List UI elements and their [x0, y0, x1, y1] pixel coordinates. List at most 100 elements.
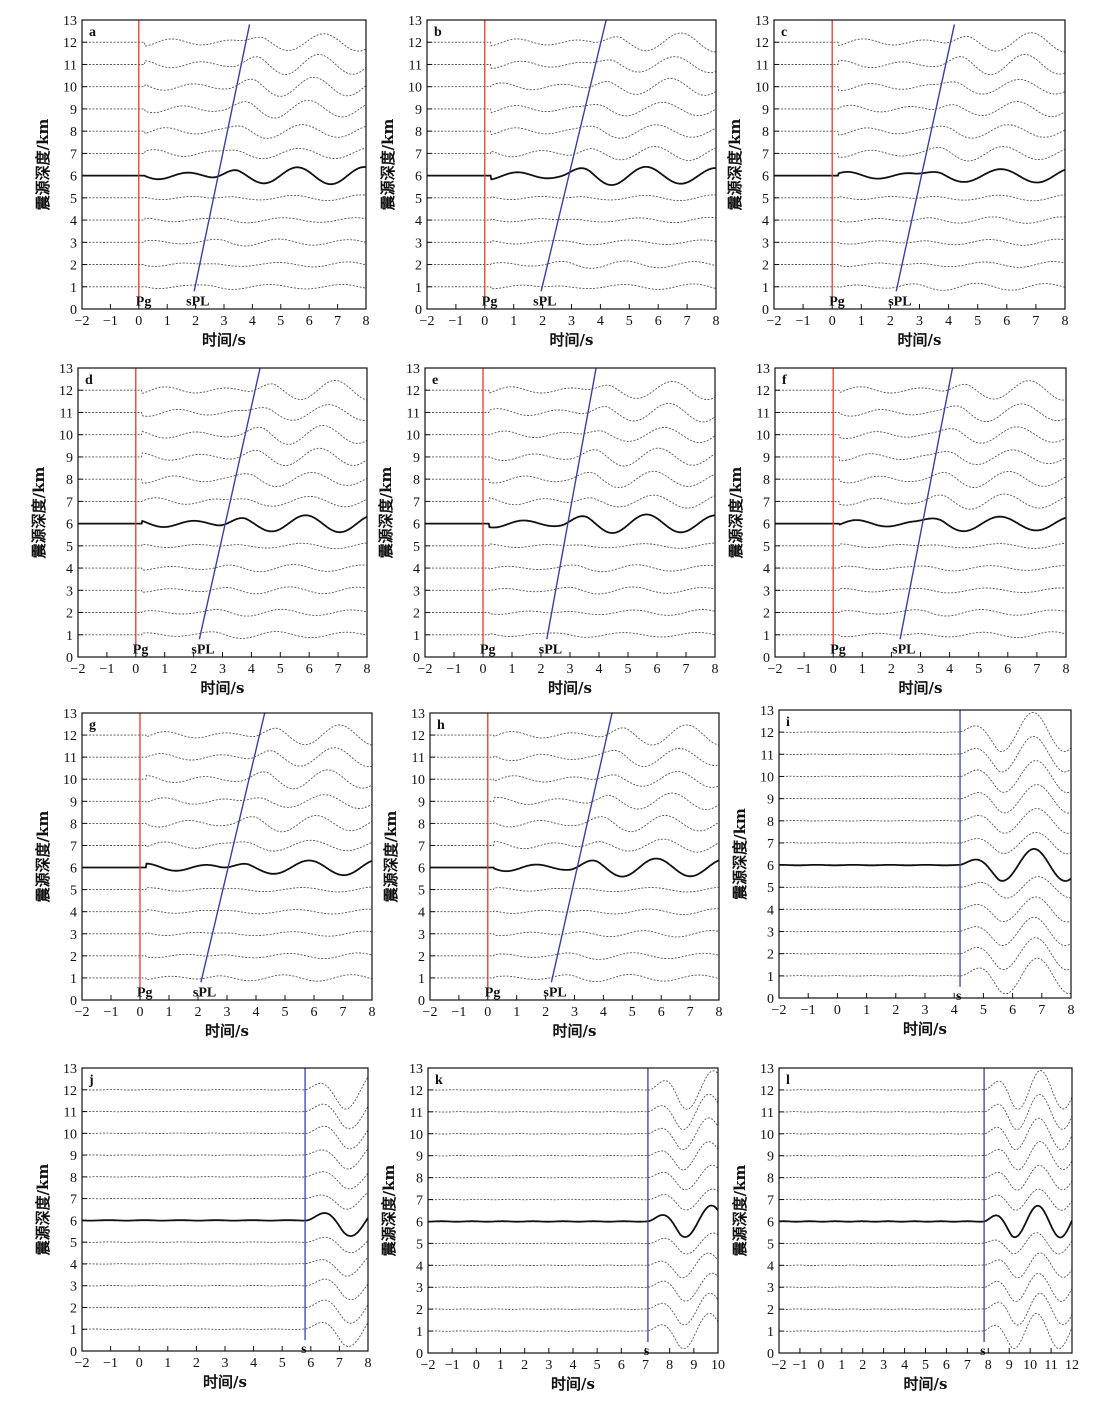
y-tick-label: 4	[416, 1259, 423, 1274]
x-tick-label: 3	[219, 662, 226, 677]
trace	[425, 586, 715, 595]
x-tick-label: 3	[221, 314, 228, 329]
panel-letter: e	[432, 373, 438, 388]
x-tick-label: −1	[447, 662, 462, 677]
trace	[82, 284, 366, 290]
y-tick-label: 4	[413, 562, 420, 577]
y-tick-label: 4	[70, 906, 77, 921]
x-tick-label: 8	[666, 1358, 673, 1373]
trace	[78, 495, 367, 508]
main-trace	[779, 848, 1071, 882]
y-tick-label: 2	[66, 607, 73, 622]
y-tick-label: 6	[762, 170, 769, 185]
trace	[775, 380, 1066, 401]
pg-label: Pg	[137, 986, 153, 1001]
panel-letter: i	[786, 715, 790, 730]
x-tick-label: 6	[1009, 1003, 1016, 1018]
y-tick-label: 8	[762, 125, 769, 140]
y-tick-label: 12	[760, 1084, 774, 1099]
y-tick-label: 4	[66, 562, 73, 577]
trace	[427, 77, 716, 96]
y-tick-label: 5	[418, 884, 425, 899]
y-axis-label: 震源深度/km	[377, 467, 395, 559]
trace	[425, 426, 715, 443]
x-tick-label: −1	[448, 314, 463, 329]
y-tick-label: 10	[411, 773, 425, 788]
x-tick-label: 1	[510, 314, 517, 329]
y-tick-label: 8	[413, 473, 420, 488]
y-tick-label: 7	[763, 495, 770, 510]
trace	[779, 1117, 1072, 1151]
y-tick-label: 6	[763, 518, 770, 533]
trace	[428, 1141, 718, 1171]
x-tick-label: 9	[690, 1358, 697, 1373]
y-tick-label: 3	[416, 1281, 423, 1296]
spl-line	[899, 368, 954, 640]
y-tick-label: 5	[66, 540, 73, 555]
panel-a: Pg sPL−2 −1 0 1 2 3 4 5 6 7 8012345678910111213时间/s…	[34, 14, 370, 349]
x-tick-label: −1	[797, 662, 812, 677]
y-tick-label: 12	[63, 36, 77, 51]
y-tick-label: 13	[755, 14, 769, 29]
trace	[82, 99, 366, 119]
x-tick-label: 5	[980, 1003, 987, 1018]
x-tick-label: 7	[335, 662, 342, 677]
y-tick-label: 5	[767, 1237, 774, 1252]
y-tick-label: 2	[415, 259, 422, 274]
spl-label: sPL	[888, 295, 911, 310]
trace	[775, 542, 1066, 549]
main-trace	[430, 857, 719, 878]
y-axis-label: 震源深度/km	[726, 119, 744, 211]
x-axis-label: 时间/s	[904, 1375, 948, 1393]
panel-letter: j	[88, 1073, 94, 1088]
panel-letter: k	[435, 1073, 443, 1088]
x-tick-label: 5	[279, 1356, 286, 1371]
panel-h: Pg sPL−2 −1 0 1 2 3 4 5 6 7 8012345678910111213时间/s…	[382, 707, 723, 1040]
x-tick-label: 4	[596, 662, 603, 677]
y-tick-label: 11	[756, 58, 769, 73]
x-tick-label: 2	[887, 314, 894, 329]
trace	[775, 631, 1066, 639]
y-tick-label: 4	[415, 214, 422, 229]
x-tick-label: 2	[888, 662, 895, 677]
y-tick-label: 6	[70, 1214, 77, 1229]
y-tick-label: 3	[418, 928, 425, 943]
trace	[82, 747, 372, 768]
y-tick-label: 10	[408, 81, 422, 96]
y-tick-label: 9	[70, 1149, 77, 1164]
x-tick-label: −1	[796, 314, 811, 329]
y-tick-label: 7	[416, 1194, 423, 1209]
y-tick-label: 10	[756, 429, 770, 444]
x-tick-label: 3	[567, 662, 574, 677]
y-tick-label: 10	[63, 773, 77, 788]
x-tick-label: 0	[481, 314, 488, 329]
y-tick-label: 13	[760, 1062, 774, 1077]
trace	[82, 1278, 368, 1301]
x-tick-label: 1	[164, 1356, 171, 1371]
y-tick-label: 13	[409, 1062, 423, 1077]
plot-frame	[77, 367, 368, 658]
x-tick-label: 1	[509, 662, 516, 677]
x-tick-label: −2	[768, 662, 783, 677]
x-tick-label: 8	[1068, 1003, 1075, 1018]
panel-letter: f	[782, 373, 787, 388]
y-tick-label: 12	[406, 384, 420, 399]
x-tick-label: 8	[716, 1005, 723, 1020]
panel-d: Pg sPL−2 −1 0 1 2 3 4 5 6 7 8012345678910111213时间/s…	[30, 362, 371, 697]
panel-b: Pg sPL−2 −1 0 1 2 3 4 5 6 7 8012345678910111213时间/s…	[379, 14, 720, 349]
y-tick-label: 4	[418, 906, 425, 921]
x-tick-label: 4	[600, 1005, 607, 1020]
x-tick-label: 1	[838, 1358, 845, 1373]
y-tick-label: 0	[415, 303, 422, 318]
x-tick-label: 4	[945, 314, 952, 329]
panel-e: Pg sPL−2 −1 0 1 2 3 4 5 6 7 8012345678910111213时间/s…	[377, 362, 719, 697]
trace	[82, 1299, 368, 1324]
x-tick-label: 7	[684, 314, 691, 329]
y-axis-label: 震源深度/km	[380, 1165, 398, 1257]
x-tick-label: 1	[164, 314, 171, 329]
x-tick-label: −2	[772, 1358, 787, 1373]
trace	[774, 238, 1065, 246]
y-tick-label: 1	[70, 281, 77, 296]
x-tick-label: 1	[863, 1003, 870, 1018]
y-tick-label: 11	[761, 1106, 774, 1121]
